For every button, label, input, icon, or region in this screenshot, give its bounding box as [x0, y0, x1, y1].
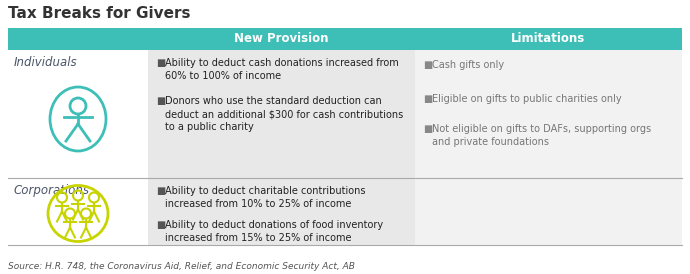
Text: Ability to deduct donations of food inventory
increased from 15% to 25% of incom: Ability to deduct donations of food inve… [165, 220, 383, 243]
Text: Cash gifts only: Cash gifts only [432, 60, 504, 70]
Text: ■: ■ [156, 58, 165, 68]
Text: Source: H.R. 748, the Coronavirus Aid, Relief, and Economic Security Act, AB: Source: H.R. 748, the Coronavirus Aid, R… [8, 262, 355, 271]
Text: ■: ■ [156, 220, 165, 230]
Text: Limitations: Limitations [511, 33, 586, 45]
Bar [148, 178, 415, 245]
Text: Not eligible on gifts to DAFs, supporting orgs
and private foundations: Not eligible on gifts to DAFs, supportin… [432, 124, 651, 147]
Text: ■: ■ [156, 186, 165, 196]
Bar [148, 50, 415, 178]
Text: ■: ■ [423, 94, 432, 104]
Text: Ability to deduct cash donations increased from
60% to 100% of income: Ability to deduct cash donations increas… [165, 58, 399, 81]
Text: ■: ■ [423, 124, 432, 134]
Text: Corporations: Corporations [14, 184, 90, 197]
Text: Tax Breaks for Givers: Tax Breaks for Givers [8, 6, 190, 21]
Text: ■: ■ [423, 60, 432, 70]
Text: Donors who use the standard deduction can
deduct an additional $300 for cash con: Donors who use the standard deduction ca… [165, 96, 403, 132]
Text: ■: ■ [156, 96, 165, 106]
Bar [8, 28, 682, 50]
Bar [415, 50, 682, 178]
Text: New Provision: New Provision [234, 33, 328, 45]
Text: Eligible on gifts to public charities only: Eligible on gifts to public charities on… [432, 94, 622, 104]
Bar [8, 50, 148, 178]
Bar [8, 178, 148, 245]
Text: Individuals: Individuals [14, 56, 77, 69]
Bar [415, 178, 682, 245]
Text: Ability to deduct charitable contributions
increased from 10% to 25% of income: Ability to deduct charitable contributio… [165, 186, 366, 209]
